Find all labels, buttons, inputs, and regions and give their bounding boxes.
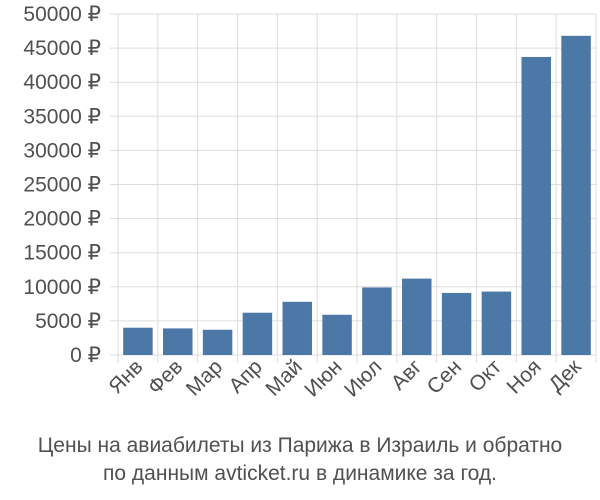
y-tick-label: 50000 ₽ — [23, 3, 101, 26]
x-tick-label: Мар — [182, 355, 227, 400]
bar-Ноя — [521, 56, 551, 355]
x-tick-label: Янв — [104, 355, 147, 398]
bar-Апр — [242, 312, 273, 355]
x-tick-label: Сен — [423, 355, 466, 398]
bar-Июн — [322, 314, 352, 355]
x-tick-label: Июн — [300, 355, 346, 401]
bar-Окт — [481, 291, 512, 355]
chart-caption-line-2: по данным avticket.ru в динамике за год. — [103, 462, 497, 485]
x-tick-label: Май — [261, 355, 306, 400]
bar-Янв — [123, 327, 153, 355]
bar-Мар — [202, 329, 233, 355]
y-tick-label: 40000 ₽ — [23, 71, 101, 94]
bar-Авг — [402, 278, 432, 355]
bar-Сен — [441, 292, 472, 355]
y-tick-label: 15000 ₽ — [23, 242, 101, 265]
chart-caption-line-1: Цены на авиабилеты из Парижа в Израиль и… — [37, 434, 563, 457]
bar-Июл — [362, 287, 392, 355]
y-tick-label: 30000 ₽ — [23, 139, 101, 162]
bar-Дек — [561, 35, 591, 355]
y-axis-ticks: 0 ₽ 5000 ₽ 10000 ₽ 15000 ₽ 20000 ₽ 25000 ₽ 300… — [23, 3, 101, 367]
y-tick-label: 25000 ₽ — [23, 174, 101, 197]
x-tick-label: Дек — [545, 355, 587, 397]
x-tick-label: Апр — [224, 355, 266, 397]
y-tick-label: 10000 ₽ — [23, 276, 101, 299]
y-tick-label: 45000 ₽ — [23, 37, 101, 60]
y-tick-label: 0 ₽ — [70, 344, 101, 367]
x-tick-label: Ноя — [502, 355, 545, 398]
x-tick-label: Окт — [465, 355, 507, 397]
x-tick-label: Июл — [340, 355, 386, 401]
bar-Май — [282, 301, 312, 355]
y-tick-label: 35000 ₽ — [23, 105, 101, 128]
bar-chart: 0 ₽ 5000 ₽ 10000 ₽ 15000 ₽ 20000 ₽ 25000 ₽ 300… — [23, 3, 597, 402]
x-tick-label: Фев — [144, 355, 188, 399]
y-tick-label: 20000 ₽ — [23, 208, 101, 231]
x-tick-label: Авг — [387, 355, 427, 395]
grid-lines — [110, 13, 597, 363]
y-tick-label: 5000 ₽ — [35, 310, 101, 333]
bar-Фев — [163, 328, 193, 355]
bars — [123, 35, 591, 355]
